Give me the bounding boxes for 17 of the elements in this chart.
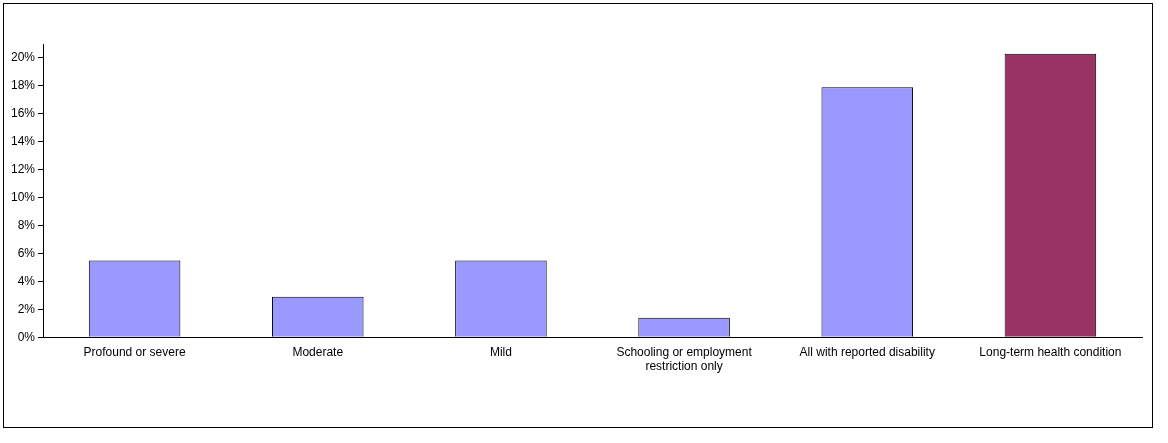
y-tick-label: 10% bbox=[10, 189, 36, 204]
x-tick-label: All with reported disability bbox=[799, 344, 935, 359]
x-tick-label: Mild bbox=[489, 344, 512, 359]
y-tick-label: 8% bbox=[17, 217, 36, 232]
y-tick-label: 6% bbox=[17, 245, 36, 260]
y-tick-label: 2% bbox=[17, 301, 36, 316]
x-tick-label: Profound or severe bbox=[83, 344, 186, 359]
y-tick-label: 12% bbox=[10, 161, 36, 176]
y-tick-label: 16% bbox=[10, 106, 36, 121]
y-tick-label: 18% bbox=[10, 78, 36, 93]
x-tick-label: Moderate bbox=[292, 344, 344, 359]
x-tick-label: Schooling or employment restriction only bbox=[616, 344, 753, 374]
y-tick-label: 4% bbox=[17, 273, 36, 288]
x-tick-label: Long-term health condition bbox=[979, 344, 1122, 359]
y-tick-label: 0% bbox=[17, 329, 36, 344]
y-tick-label: 14% bbox=[10, 134, 36, 149]
y-tick-label: 20% bbox=[10, 50, 36, 65]
